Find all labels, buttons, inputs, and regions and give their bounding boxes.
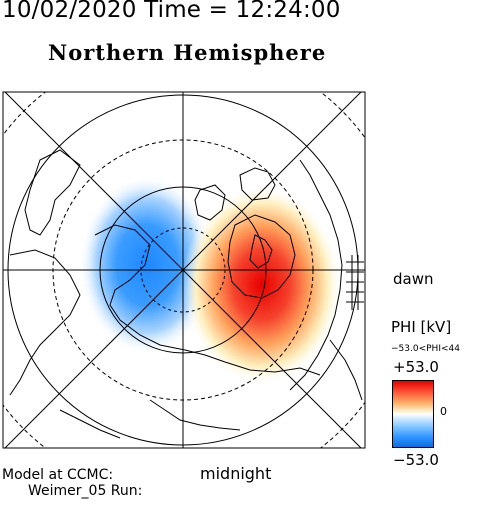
hemisphere-title: Northern Hemisphere: [48, 40, 327, 65]
model-label: Model at CCMC:: [2, 467, 114, 483]
colorbar: [392, 380, 434, 448]
dawn-label: dawn: [393, 270, 434, 288]
legend-title: PHI [kV]: [391, 318, 452, 336]
legend-min-label: −53.0: [393, 451, 439, 469]
run-label: Weimer_05 Run:: [28, 483, 143, 499]
coastlines: [9, 149, 363, 439]
meridian-lines: [3, 92, 365, 448]
legend-zero-label: 0: [440, 405, 447, 418]
legend-range: −53.0<PHI<44: [391, 344, 460, 354]
edge-grid: [346, 255, 364, 310]
header-datetime: 10/02/2020 Time = 12:24:00: [2, 0, 341, 23]
polar-map: [2, 91, 366, 449]
legend-max-label: +53.0: [393, 358, 439, 376]
positive-potential-cell: [182, 185, 342, 385]
map-frame: [2, 91, 366, 449]
midnight-label: midnight: [200, 464, 272, 483]
